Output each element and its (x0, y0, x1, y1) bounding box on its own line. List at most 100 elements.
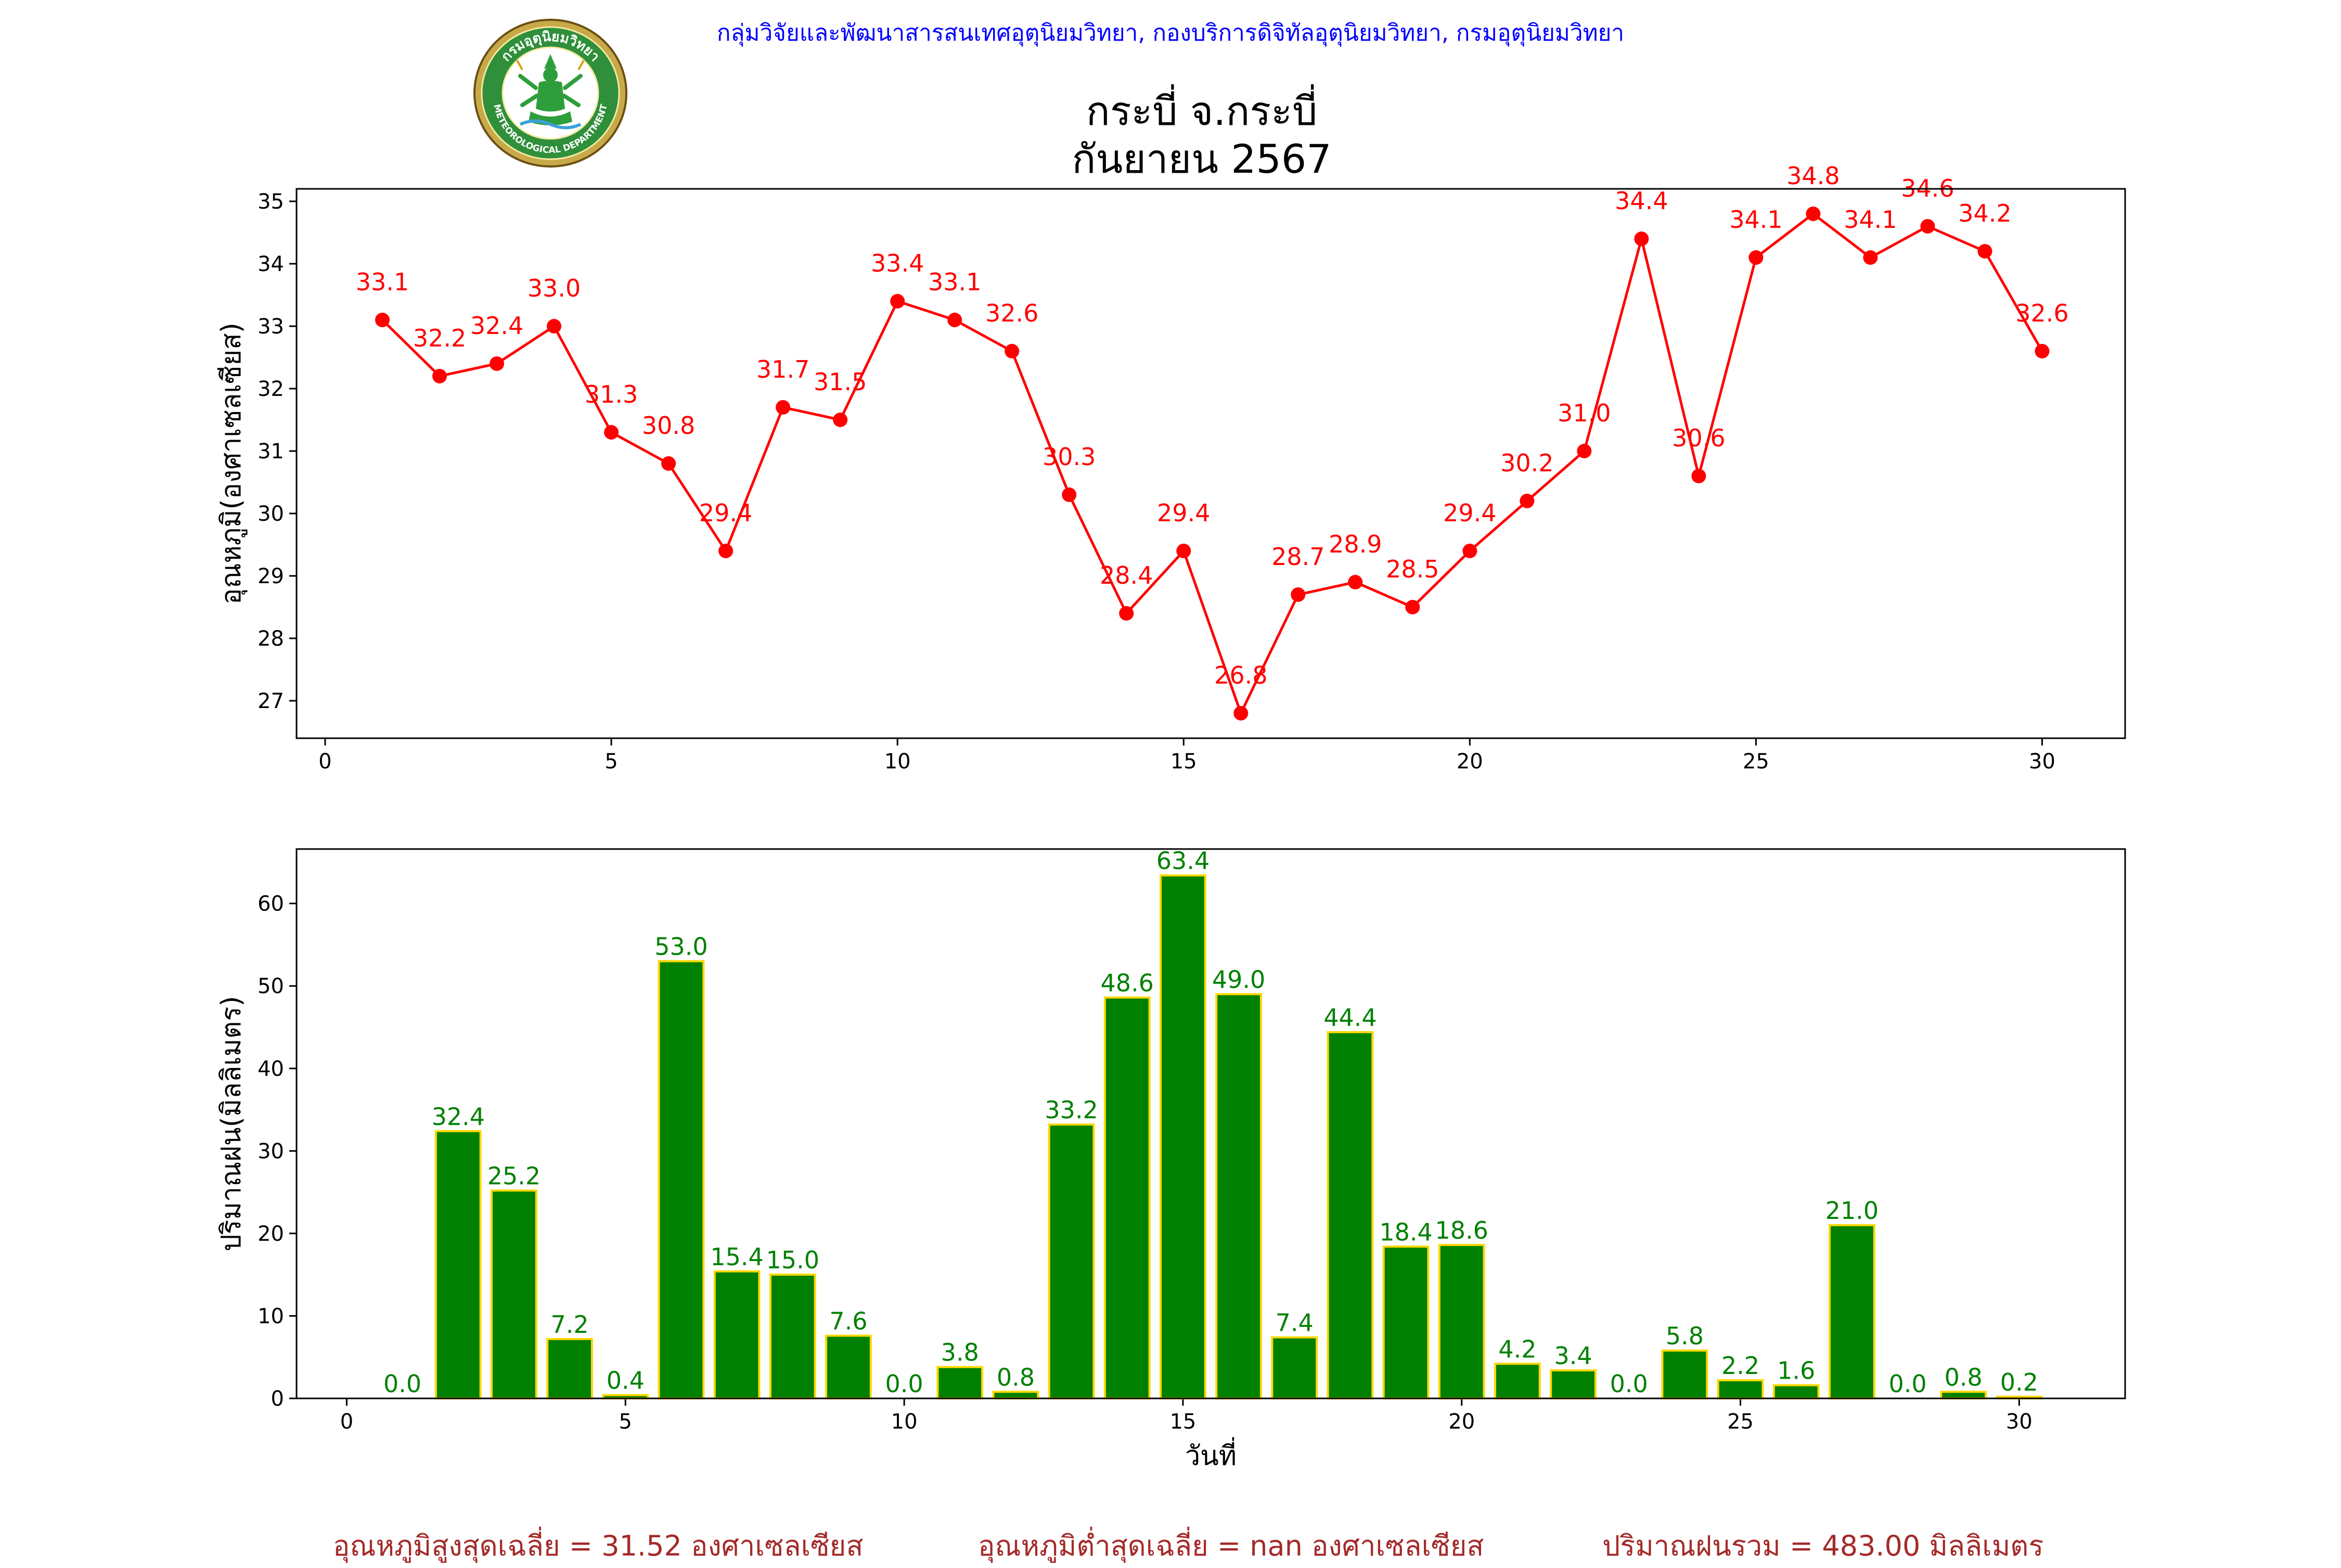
temp-point (604, 425, 619, 440)
temp-point (1462, 544, 1477, 558)
temp-x-tick-label: 10 (884, 750, 911, 774)
rain-data-label: 49.0 (1212, 966, 1265, 994)
temp-point (1691, 469, 1706, 483)
rain-bar (1271, 1336, 1318, 1400)
rain-bar (491, 1189, 537, 1399)
temp-data-label: 34.2 (1958, 199, 2011, 227)
temp-point (1291, 587, 1306, 602)
rain-data-label: 7.4 (1276, 1309, 1314, 1337)
rain-x-tick-label: 0 (340, 1410, 353, 1434)
temp-data-label: 30.8 (642, 412, 695, 440)
rain-data-label: 0.2 (2000, 1368, 2038, 1396)
summary-avg-min-temp: อุณหภูมิต่ำสุดเฉลี่ย = nan องศาเซลเซียส (978, 1530, 1484, 1562)
rain-data-label: 18.4 (1379, 1218, 1432, 1246)
temp-y-tick-label: 30 (258, 502, 284, 526)
temp-x-tick-label: 30 (2029, 750, 2055, 774)
temp-point (1977, 244, 1992, 259)
temp-data-label: 29.4 (699, 499, 752, 527)
rain-data-label: 0.0 (1888, 1370, 1926, 1398)
rain-data-label: 1.6 (1777, 1357, 1815, 1385)
rain-bar (1772, 1384, 1820, 1399)
rain-data-label: 3.4 (1554, 1342, 1592, 1370)
temp-x-tick-label: 0 (318, 750, 331, 774)
rain-bar (1103, 996, 1151, 1399)
temp-data-label: 34.1 (1729, 205, 1782, 234)
temp-data-label: 26.8 (1214, 661, 1267, 689)
temp-data-label: 28.4 (1100, 561, 1153, 589)
rain-data-label: 25.2 (487, 1162, 541, 1190)
rain-data-label: 0.8 (1945, 1363, 1983, 1391)
rain-plot-frame (295, 848, 2126, 1399)
temp-y-axis-label: อุณหภูมิ(องศาเซลเซียส) (216, 323, 248, 605)
temp-point (432, 369, 447, 383)
temp-x-tick-label: 15 (1170, 750, 1197, 774)
temp-data-label: 28.7 (1271, 543, 1324, 571)
temp-data-label: 32.6 (985, 299, 1038, 327)
rain-bar (1550, 1369, 1597, 1399)
rain-x-tick-label: 5 (619, 1410, 632, 1434)
rain-y-tick-label: 0 (271, 1387, 284, 1411)
rain-data-label: 15.0 (766, 1246, 819, 1274)
temp-point (833, 413, 848, 427)
rain-y-axis-label: ปริมาณฝน(มิลลิเมตร) (216, 996, 247, 1251)
temp-point (1005, 344, 1020, 358)
rainfall-chart: 0 5 10 15 20 25 30 0 10 20 30 40 50 60 0.0 32.4 25.2 7.2 0… (216, 847, 2126, 1472)
temp-data-label: 33.4 (871, 249, 924, 277)
rain-bar (825, 1334, 872, 1400)
rain-data-label: 18.6 (1435, 1216, 1488, 1244)
temp-point (1806, 207, 1821, 221)
temp-y-tick-label: 32 (258, 377, 284, 401)
rain-data-label: 0.8 (997, 1363, 1035, 1391)
temp-data-label: 31.3 (585, 380, 638, 408)
temp-x-tick-label: 5 (604, 750, 618, 774)
rain-data-label: 3.8 (941, 1339, 979, 1367)
rain-bar (658, 960, 705, 1399)
temp-data-label: 32.4 (470, 312, 523, 340)
rain-x-tick-label: 30 (2006, 1410, 2033, 1434)
temp-y-tick-label: 34 (258, 252, 284, 276)
temp-data-label: 34.8 (1786, 162, 1840, 190)
meteorological-department-logo: กรมอุตุนิยมวิทยา METEOROLOGICAL DEPARTME… (473, 19, 627, 168)
temp-point (776, 400, 791, 415)
rain-bar (1494, 1363, 1541, 1400)
temp-point (1634, 232, 1649, 246)
agency-header: กลุ่มวิจัยและพัฒนาสารสนเทศอุตุนิยมวิทยา,… (716, 20, 1625, 46)
temp-y-tick-label: 33 (258, 315, 284, 339)
temp-y-tick-label: 31 (258, 440, 284, 464)
temp-y-tick-label: 28 (258, 627, 284, 651)
rain-data-label: 0.0 (383, 1370, 421, 1398)
temp-data-label: 31.0 (1558, 399, 1611, 427)
temp-x-tick-label: 20 (1457, 750, 1483, 774)
rain-data-label: 63.4 (1156, 847, 1210, 875)
temp-point (890, 294, 905, 309)
rain-bar (713, 1270, 761, 1399)
temp-data-label: 34.1 (1844, 205, 1897, 234)
temp-data-label: 32.6 (2015, 299, 2068, 327)
rain-x-tick-label: 25 (1727, 1410, 1754, 1434)
temp-data-label: 31.5 (814, 368, 867, 396)
rain-data-label: 15.4 (710, 1243, 763, 1271)
rain-data-label: 32.4 (432, 1102, 485, 1130)
rain-data-label: 0.0 (885, 1370, 923, 1398)
temp-x-tick-label: 25 (1743, 750, 1769, 774)
rain-y-tick-label: 50 (258, 974, 284, 998)
rain-bar (1382, 1245, 1430, 1399)
rain-data-label: 44.4 (1323, 1004, 1377, 1032)
temp-point (1348, 575, 1363, 589)
temp-point (1233, 706, 1249, 721)
rain-data-label: 0.4 (607, 1367, 645, 1395)
rain-bar (992, 1391, 1039, 1400)
temp-y-tick-label: 27 (258, 689, 284, 713)
rain-bar (1160, 874, 1206, 1400)
deity-emblem-icon (516, 54, 585, 130)
rain-data-label: 53.0 (654, 933, 708, 961)
rain-bar (936, 1366, 984, 1400)
temp-point (1920, 219, 1935, 234)
temp-point (1863, 250, 1878, 265)
temp-data-label: 33.1 (928, 268, 981, 296)
temp-point (490, 356, 505, 371)
rain-bar (769, 1274, 816, 1399)
temp-point (718, 544, 734, 558)
rain-bar (1940, 1391, 1987, 1400)
